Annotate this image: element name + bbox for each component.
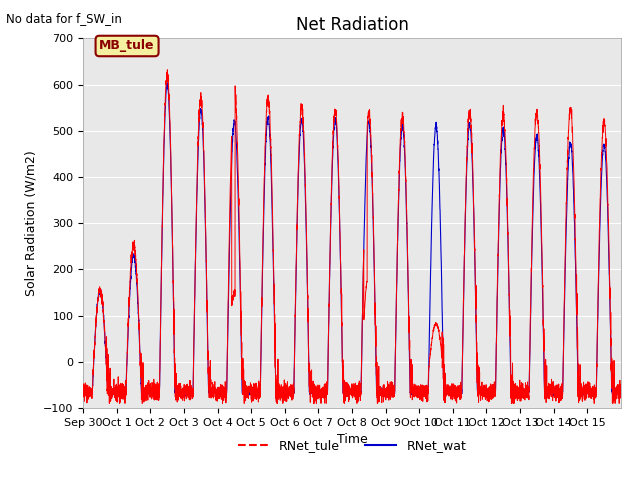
Text: MB_tule: MB_tule	[99, 39, 155, 52]
Text: No data for f_SW_in: No data for f_SW_in	[6, 12, 122, 25]
Y-axis label: Solar Radiation (W/m2): Solar Radiation (W/m2)	[24, 150, 38, 296]
Legend: RNet_tule, RNet_wat: RNet_tule, RNet_wat	[233, 434, 471, 457]
Title: Net Radiation: Net Radiation	[296, 16, 408, 34]
X-axis label: Time: Time	[337, 433, 367, 446]
